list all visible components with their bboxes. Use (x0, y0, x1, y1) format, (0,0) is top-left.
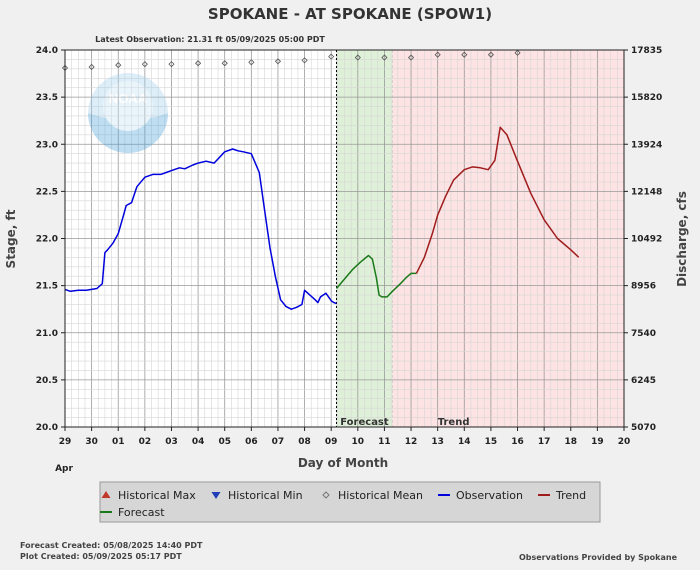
historical-mean-point (487, 51, 494, 58)
historical-mean-point (381, 54, 388, 61)
legend-label-observation: Observation (456, 489, 523, 502)
trend-line (415, 126, 580, 274)
x-tick-label: 01 (112, 437, 125, 447)
legend-symbol-historical-mean (322, 491, 330, 499)
x-tick-label: 15 (485, 437, 498, 447)
historical-mean-point (115, 62, 122, 69)
historical-mean-point (461, 51, 468, 58)
y-axis-label: Stage, ft (4, 209, 18, 268)
observation-line (64, 148, 337, 310)
y2-tick-label: 17835 (631, 46, 662, 56)
historical-mean-point (248, 59, 255, 66)
legend-label-historical-max: Historical Max (118, 489, 196, 502)
historical-mean-point (354, 54, 361, 61)
historical-mean-point (514, 49, 521, 56)
x-tick-label: 30 (85, 437, 98, 447)
x-tick-label: 12 (405, 437, 418, 447)
x-tick-label: 05 (218, 437, 231, 447)
y2-tick-label: 15820 (631, 93, 662, 103)
y2-tick-label: 8956 (631, 282, 656, 292)
y2-axis-label: Discharge, cfs (675, 191, 689, 287)
y-tick-label: 21.0 (36, 329, 58, 339)
y2-tick-label: 5070 (631, 423, 656, 433)
x-tick-label: 16 (511, 437, 524, 447)
y-tick-label: 22.5 (36, 187, 58, 197)
x-tick-label: 06 (245, 437, 258, 447)
y-tick-label: 24.0 (36, 46, 58, 56)
y-tick-label: 20.5 (36, 376, 58, 386)
x-tick-label: 11 (378, 437, 391, 447)
x-tick-label: 07 (272, 437, 285, 447)
forecast-line (335, 254, 417, 298)
x-axis-month: Apr (55, 464, 73, 474)
historical-mean-point (221, 60, 228, 67)
x-tick-label: 17 (538, 437, 551, 447)
chart-title: SPOKANE - AT SPOKANE (SPOW1) (208, 5, 492, 23)
x-tick-label: 18 (564, 437, 577, 447)
x-tick-label: 20 (618, 437, 631, 447)
legend-label-forecast: Forecast (118, 506, 165, 519)
y-tick-label: 23.5 (36, 93, 58, 103)
y-tick-label: 20.0 (36, 423, 58, 433)
x-tick-label: 08 (298, 437, 311, 447)
axis-ticks: 29 30 01 02 03 04 05 06 07 08 09 10 11 12 13 14 15 16 17 18… (36, 46, 663, 447)
region-label-forecast: Forecast (340, 417, 389, 428)
x-tick-label: 29 (59, 437, 72, 447)
legend-symbol-historical-min (211, 492, 221, 499)
y2-tick-label: 7540 (631, 329, 656, 339)
x-axis-label: Day of Month (298, 456, 388, 470)
historical-mean-point (434, 51, 441, 58)
observations-provider: Observations Provided by Spokane (519, 553, 678, 562)
historical-mean-point (168, 61, 175, 68)
historical-mean-point (328, 53, 335, 60)
historical-mean-point (274, 58, 282, 65)
noaa-logo-text: NOAA (109, 91, 148, 106)
legend: Historical Max Historical Min Historical M… (99, 481, 601, 523)
x-tick-label: 04 (192, 437, 205, 447)
region-label-trend: Trend (438, 417, 470, 428)
y-tick-label: 22.0 (36, 235, 58, 245)
historical-mean-point (141, 61, 148, 68)
historical-mean-point (195, 60, 202, 67)
y2-tick-label: 13924 (631, 140, 662, 150)
y2-tick-label: 6245 (631, 376, 656, 386)
legend-label-trend: Trend (555, 489, 586, 502)
x-tick-label: 13 (431, 437, 444, 447)
y-tick-label: 21.5 (36, 282, 58, 292)
x-tick-label: 10 (352, 437, 365, 447)
y2-tick-label: 12148 (631, 187, 662, 197)
historical-mean-point (301, 57, 308, 64)
x-tick-label: 02 (139, 437, 152, 447)
legend-label-historical-mean: Historical Mean (338, 489, 423, 502)
historical-mean-point (88, 63, 95, 71)
historical-mean-point (407, 54, 415, 61)
y2-tick-label: 10492 (631, 235, 662, 245)
data-series (61, 49, 580, 310)
legend-symbol-historical-max (101, 491, 111, 498)
legend-box (99, 481, 601, 523)
noaa-logo: NOAA (88, 73, 168, 153)
plot-created: Plot Created: 05/09/2025 05:17 PDT (20, 552, 182, 561)
x-tick-label: 03 (165, 437, 178, 447)
x-tick-label: 19 (591, 437, 604, 447)
y-tick-label: 23.0 (36, 140, 58, 150)
x-tick-label: 09 (325, 437, 338, 447)
latest-observation-label: Latest Observation: 21.31 ft 05/09/2025 … (95, 35, 325, 44)
x-tick-label: 14 (458, 437, 471, 447)
forecast-created: Forecast Created: 05/08/2025 14:40 PDT (20, 541, 203, 550)
legend-label-historical-min: Historical Min (228, 489, 303, 502)
